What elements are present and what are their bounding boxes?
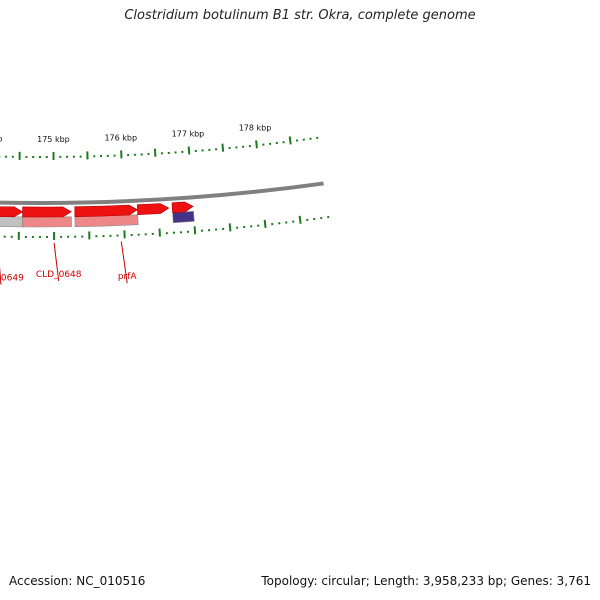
gene-leader-line [120,241,128,284]
lower-tick-mark [221,143,225,152]
cds-arrow [136,203,170,216]
gene-label: prfA [118,272,138,282]
accession-label: Accession: NC_010516 [9,574,146,588]
gene-label: CLD_0649 [0,274,24,284]
cds-arrow [22,206,72,218]
gene-label: CLD_0648 [36,270,82,280]
backbone-line [0,181,324,205]
upper-tick-mark [193,226,197,235]
scale-label: 175 kbp [37,135,70,144]
lower-tick-mark [255,140,258,149]
scale-label: 174 kbp [0,134,2,143]
cds-arrow [171,201,194,214]
lower-tick-mark [288,136,292,145]
gene-leader-line [53,242,60,281]
upper-tick-mark [228,223,232,232]
scale-label: 176 kbp [104,133,137,142]
map-layer: 170 kbp171 kbp172 kbp173 kbp174 kbp175 k… [0,123,330,285]
cds-arrow [0,206,24,218]
gene-leader-line [0,266,2,285]
upper-tick-mark [263,219,267,228]
gene-block [172,210,195,224]
lower-tick-mark [187,146,191,155]
gene-block [0,216,23,228]
gene-block [22,216,72,228]
upper-tick-mark [298,215,302,224]
map-title: Clostridium botulinum B1 str. Okra, comp… [124,8,476,23]
scale-label: 178 kbp [239,123,272,132]
genome-stats-label: Topology: circular; Length: 3,958,233 bp… [261,574,591,588]
cds-arrow [74,204,139,218]
scale-label: 177 kbp [172,130,205,139]
